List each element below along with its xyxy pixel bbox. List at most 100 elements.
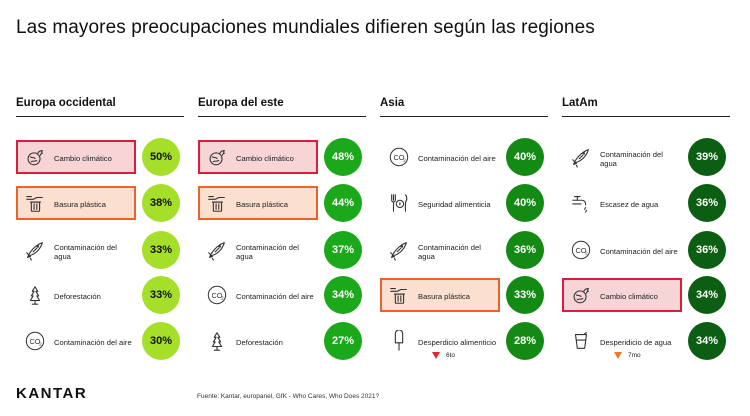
source-note: Fuente: Kantar, europanel, GfK - Who Car…: [197, 393, 380, 400]
svg-text:CO: CO: [394, 153, 405, 162]
trash-hand-icon: [388, 284, 410, 306]
value-circle: 30%: [142, 322, 180, 360]
concern-label: Contaminación del agua: [418, 242, 481, 262]
rank-label: 7mo: [628, 352, 641, 359]
value-circle: 40%: [506, 138, 544, 176]
concern-label: Cambio climático: [600, 292, 658, 302]
highlight-box: [380, 278, 500, 312]
value-circle: 27%: [324, 322, 362, 360]
concern-label: Seguridad alimenticia: [418, 200, 491, 210]
value-circle: 44%: [324, 184, 362, 222]
value-circle: 33%: [142, 276, 180, 314]
co2-icon: CO 2: [24, 330, 46, 352]
value-circle: 36%: [506, 231, 544, 269]
concern-row: Contaminación del agua 39%: [562, 136, 730, 182]
co2-icon: CO 2: [206, 284, 228, 306]
concern-label: Escasez de agua: [600, 200, 659, 210]
concern-label: Contaminación del agua: [54, 242, 117, 262]
concern-row: Cambio climático 50%: [16, 136, 184, 182]
page-title: Las mayores preocupaciones mundiales dif…: [16, 17, 595, 38]
concern-row: Deforestación 33%: [16, 274, 184, 320]
concern-row: Escasez de agua 36%: [562, 182, 730, 228]
concern-label: Contaminación del aire: [54, 338, 132, 348]
concern-label: Basura plástica: [54, 200, 106, 210]
concern-row: Basura plástica 44%: [198, 182, 366, 228]
concern-row: Seguridad alimenticia 40%: [380, 182, 548, 228]
concern-row: Basura plástica 38%: [16, 182, 184, 228]
region-divider: [198, 116, 366, 117]
value-circle: 38%: [142, 184, 180, 222]
svg-text:2: 2: [403, 158, 406, 163]
concern-label: Contaminación del agua: [600, 149, 663, 169]
value-circle: 34%: [688, 322, 726, 360]
fish-icon: [24, 239, 46, 261]
highlight-box: [16, 186, 136, 220]
concern-label: Contaminación del aire: [418, 154, 496, 164]
highlight-box: [16, 140, 136, 174]
fish-icon: [570, 146, 592, 168]
tree-icon: [206, 330, 228, 352]
svg-text:2: 2: [39, 342, 42, 347]
region-title: LatAm: [562, 97, 598, 109]
value-circle: 34%: [324, 276, 362, 314]
highlight-box: [198, 140, 318, 174]
value-circle: 48%: [324, 138, 362, 176]
kantar-logo: KANTAR: [16, 385, 88, 402]
region-divider: [562, 116, 730, 117]
value-circle: 37%: [324, 231, 362, 269]
region-title: Europa del este: [198, 97, 284, 109]
value-circle: 50%: [142, 138, 180, 176]
value-circle: 28%: [506, 322, 544, 360]
concern-row: Cambio climático 34%: [562, 274, 730, 320]
concern-label: Desperdicio alimenticio: [418, 338, 497, 348]
co2-icon: CO 2: [570, 239, 592, 261]
region-column: Asia CO 2 Contaminación del aire 40% Segurida…: [380, 96, 548, 360]
faucet-icon: [570, 192, 592, 214]
concern-row: Contaminación del agua 33%: [16, 229, 184, 275]
popsicle-icon: [388, 329, 410, 352]
region-divider: [16, 116, 184, 117]
value-circle: 34%: [688, 276, 726, 314]
trash-hand-icon: [24, 192, 46, 214]
region-column: LatAm Contaminación del agua 39% Escasez de…: [562, 96, 730, 360]
value-circle: 33%: [506, 276, 544, 314]
concern-row: Basura plástica 33%: [380, 274, 548, 320]
region-title: Europa occidental: [16, 97, 116, 109]
region-title: Asia: [380, 97, 405, 109]
value-circle: 39%: [688, 138, 726, 176]
co2-icon: CO 2: [388, 146, 410, 168]
tree-icon: [24, 284, 46, 306]
concern-label: Basura plástica: [236, 200, 288, 210]
fish-icon: [206, 239, 228, 261]
svg-text:2: 2: [585, 251, 588, 256]
concern-row: Contaminación del agua 36%: [380, 229, 548, 275]
concern-label: Contaminación del agua: [236, 242, 299, 262]
concern-label: Desperidicio de agua: [600, 338, 672, 348]
rank-label: 6to: [446, 352, 456, 359]
svg-text:2: 2: [221, 296, 224, 301]
concern-row: Cambio climático 48%: [198, 136, 366, 182]
concern-label: Cambio climático: [54, 154, 112, 164]
concern-row: Desperidicio de agua 34%: [562, 320, 730, 366]
concern-label: Deforestación: [54, 292, 101, 302]
concern-row: Desperdicio alimenticio 28%: [380, 320, 548, 366]
concern-row: CO 2 Contaminación del aire 34%: [198, 274, 366, 320]
planet-fire-icon: [206, 146, 228, 168]
concern-row: Deforestación 27%: [198, 320, 366, 366]
rank-note: 6to: [432, 352, 455, 359]
rank-note: 7mo: [614, 352, 641, 359]
cutlery-icon: [388, 192, 410, 214]
region-column: Europa del este Cambio climático 48% Basura…: [198, 96, 366, 360]
value-circle: 33%: [142, 231, 180, 269]
planet-fire-icon: [24, 146, 46, 168]
fish-icon: [388, 239, 410, 261]
highlight-box: [198, 186, 318, 220]
svg-text:CO: CO: [212, 291, 223, 300]
concern-row: Contaminación del agua 37%: [198, 229, 366, 275]
concern-label: Contaminación del aire: [600, 247, 678, 257]
value-circle: 36%: [688, 184, 726, 222]
concern-label: Contaminación del aire: [236, 292, 314, 302]
glass-icon: [570, 330, 592, 352]
down-arrow-icon: [432, 352, 440, 359]
svg-text:CO: CO: [30, 337, 41, 346]
